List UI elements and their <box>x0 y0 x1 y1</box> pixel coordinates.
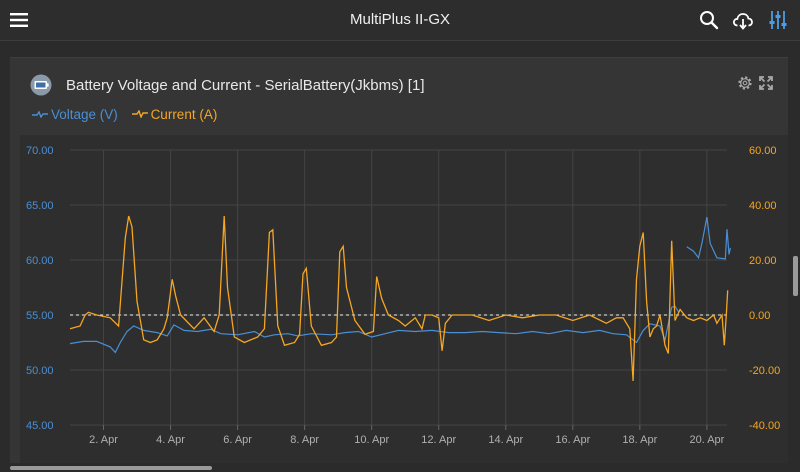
sliders-icon[interactable] <box>766 8 790 32</box>
y-right-tick-label: 20.00 <box>749 255 777 267</box>
legend-current-label: Current (A) <box>150 106 218 122</box>
search-icon[interactable] <box>697 8 721 32</box>
y-right-tick-label: 40.00 <box>749 200 777 212</box>
x-tick-label: 4. Apr <box>156 434 185 446</box>
legend-voltage-swatch <box>32 110 48 118</box>
y-right-tick-label: 0.00 <box>749 310 770 322</box>
y-left-tick-label: 45.00 <box>26 420 54 432</box>
chart-widget: Battery Voltage and Current - SerialBatt… <box>10 57 788 463</box>
x-tick-label: 18. Apr <box>622 434 657 446</box>
y-right-tick-label: -20.00 <box>749 365 780 377</box>
x-tick-label: 12. Apr <box>421 434 456 446</box>
app-title: MultiPlus II-GX <box>349 11 451 28</box>
y-left-tick-label: 50.00 <box>26 365 54 377</box>
battery-icon <box>30 74 52 96</box>
chart-legend: Voltage (V) Current (A) <box>32 106 227 122</box>
x-tick-label: 8. Apr <box>290 434 319 446</box>
x-tick-label: 10. Apr <box>354 434 389 446</box>
y-left-tick-label: 55.00 <box>26 310 54 322</box>
y-left-tick-label: 70.00 <box>26 145 54 157</box>
legend-item-voltage[interactable]: Voltage (V) <box>32 107 118 122</box>
widget-title: Battery Voltage and Current - SerialBatt… <box>66 77 425 94</box>
cloud-download-icon[interactable] <box>731 8 755 32</box>
x-tick-label: 20. Apr <box>689 434 724 446</box>
top-bar: MultiPlus II-GX <box>0 0 800 41</box>
menu-icon[interactable] <box>7 8 31 32</box>
y-right-tick-label: -40.00 <box>749 420 780 432</box>
y-right-tick-label: 60.00 <box>749 145 777 157</box>
x-tick-label: 14. Apr <box>488 434 523 446</box>
voltage-series-line-segment-2 <box>686 216 731 260</box>
expand-icon[interactable] <box>758 75 774 91</box>
horizontal-scrollbar[interactable] <box>10 466 212 470</box>
legend-voltage-label: Voltage (V) <box>51 106 118 122</box>
gear-icon[interactable] <box>737 75 753 91</box>
x-tick-label: 6. Apr <box>223 434 252 446</box>
y-left-tick-label: 60.00 <box>26 255 54 267</box>
current-series-line <box>69 215 729 382</box>
y-left-tick-label: 65.00 <box>26 200 54 212</box>
legend-item-current[interactable]: Current (A) <box>131 106 218 122</box>
plot-area <box>20 135 788 463</box>
vertical-scrollbar[interactable] <box>793 256 798 296</box>
x-tick-label: 2. Apr <box>89 434 118 446</box>
x-tick-label: 16. Apr <box>555 434 590 446</box>
legend-current-swatch <box>131 110 148 118</box>
